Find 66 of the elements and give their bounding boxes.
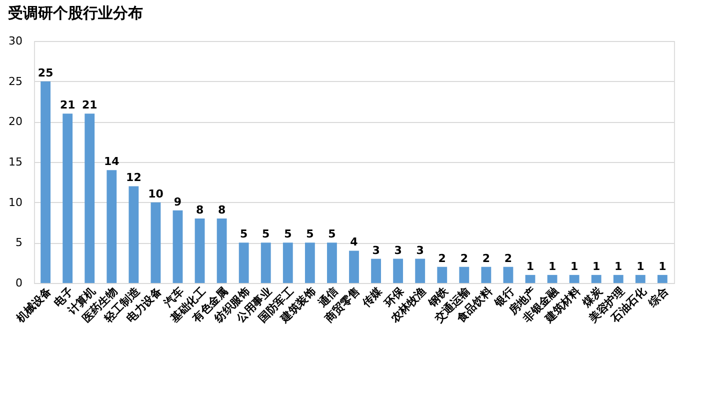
bar bbox=[437, 266, 448, 283]
y-tick-label: 20 bbox=[8, 115, 22, 128]
bar bbox=[150, 202, 161, 283]
data-label: 21 bbox=[82, 98, 98, 112]
bar bbox=[84, 114, 95, 283]
bar bbox=[415, 258, 426, 283]
bar bbox=[349, 250, 359, 283]
data-label: 8 bbox=[196, 203, 204, 216]
bar bbox=[393, 258, 404, 283]
bar bbox=[591, 274, 602, 283]
chart-title: 受调研个股行业分布 bbox=[7, 4, 144, 22]
bar bbox=[481, 266, 492, 283]
bar bbox=[106, 170, 117, 283]
y-tick-label: 0 bbox=[16, 276, 22, 290]
data-label: 2 bbox=[460, 252, 468, 265]
bar bbox=[40, 81, 51, 283]
y-tick-label: 15 bbox=[8, 156, 22, 168]
data-label: 1 bbox=[614, 260, 622, 273]
bar bbox=[613, 274, 624, 283]
data-label: 1 bbox=[636, 260, 644, 273]
y-tick-label: 25 bbox=[8, 74, 22, 88]
y-tick-label: 10 bbox=[8, 196, 22, 209]
data-label: 5 bbox=[284, 228, 292, 241]
bar bbox=[304, 242, 315, 283]
data-label: 5 bbox=[262, 228, 270, 241]
bar bbox=[525, 274, 536, 283]
y-tick-label: 30 bbox=[8, 34, 22, 48]
bar bbox=[569, 274, 580, 283]
bar bbox=[657, 274, 668, 283]
bar bbox=[238, 242, 249, 283]
data-label: 12 bbox=[126, 171, 142, 184]
data-label: 3 bbox=[372, 244, 380, 257]
bar bbox=[547, 274, 558, 283]
data-label: 2 bbox=[504, 252, 512, 265]
data-label: 5 bbox=[306, 228, 314, 241]
data-label: 5 bbox=[328, 228, 336, 241]
bar bbox=[216, 218, 227, 283]
data-label: 2 bbox=[482, 252, 490, 265]
data-label: 21 bbox=[60, 98, 76, 112]
data-label: 3 bbox=[416, 244, 424, 257]
bar bbox=[635, 274, 646, 283]
bar bbox=[172, 210, 183, 283]
data-label: 9 bbox=[174, 195, 182, 208]
data-label: 1 bbox=[658, 260, 666, 273]
data-label: 4 bbox=[350, 236, 358, 249]
bar bbox=[128, 186, 139, 283]
data-label: 1 bbox=[592, 260, 600, 273]
data-label: 1 bbox=[526, 260, 534, 273]
data-label: 8 bbox=[218, 203, 226, 216]
bar bbox=[327, 242, 337, 283]
bar bbox=[282, 242, 293, 283]
bar bbox=[459, 266, 470, 283]
data-label: 5 bbox=[240, 228, 248, 241]
bar bbox=[62, 114, 73, 283]
bar bbox=[260, 242, 271, 283]
data-label: 10 bbox=[148, 187, 164, 200]
data-label: 25 bbox=[38, 66, 54, 80]
data-label: 1 bbox=[548, 260, 556, 273]
data-label: 14 bbox=[104, 155, 120, 168]
data-label: 3 bbox=[394, 244, 402, 257]
bar bbox=[503, 266, 514, 283]
bar bbox=[371, 258, 381, 283]
data-label: 2 bbox=[438, 252, 446, 265]
data-label: 1 bbox=[570, 260, 578, 273]
y-tick-label: 5 bbox=[16, 236, 22, 250]
bar bbox=[194, 218, 205, 283]
